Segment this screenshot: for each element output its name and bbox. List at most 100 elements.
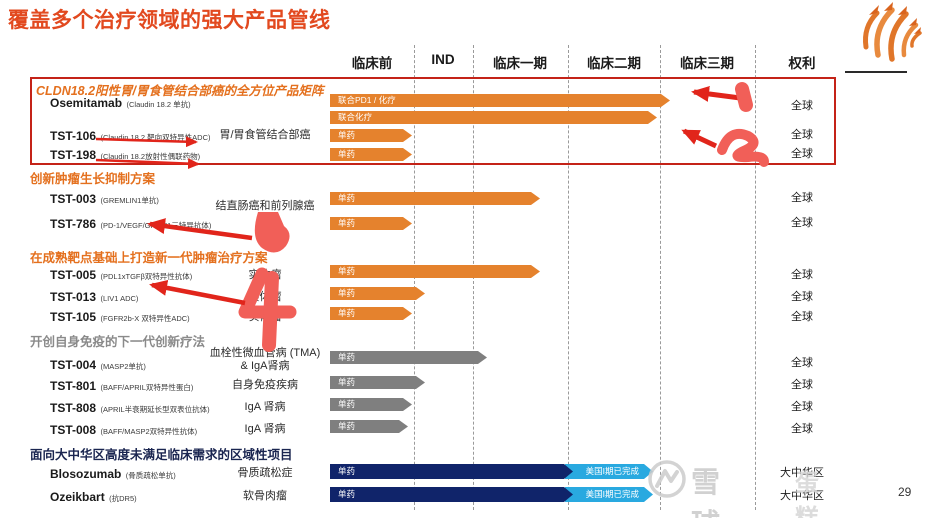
pipeline-bar-label: 美国I期已完成 <box>585 489 639 499</box>
column-header-phase1: 临床一期 <box>493 56 547 71</box>
row-tst-198: 单药 TST-198 (Claudin 18.2放射性偶联药物) 全球 <box>0 148 925 166</box>
stage-divider <box>755 45 756 510</box>
drug-subtype: (APRIL半衰期延长型双表位抗体) <box>100 405 210 414</box>
rights-value: 全球 <box>791 357 813 369</box>
rights-value: 全球 <box>791 217 813 229</box>
rights-value: 全球 <box>791 192 813 204</box>
row-tst-105: 单药 TST-105 (FGFR2b-X 双特异性ADC) 实体瘤 全球 <box>0 307 925 325</box>
rights-value: 全球 <box>791 100 813 112</box>
pipeline-bar: 单药 <box>330 217 412 230</box>
pipeline-bar: 单药 <box>330 287 425 300</box>
rights-value: 全球 <box>791 423 813 435</box>
indication-line2: & IgA肾病 <box>240 360 290 372</box>
drug-label: Ozeikbart (抗DR5) <box>50 489 137 506</box>
drug-subtype: (Claudin 18.2 靶向双特异性ADC) <box>100 133 211 142</box>
page-title: 覆盖多个治疗领域的强大产品管线 <box>8 9 331 32</box>
bar-track: 美国I期已完成 单药 <box>0 464 925 484</box>
page-number: 29 <box>898 485 912 499</box>
pipeline-bar-label: 单药 <box>338 421 356 431</box>
indication: IgA 肾病 <box>244 423 286 435</box>
indication: 骨质疏松症 <box>237 467 293 479</box>
row-tst-786: 单药 TST-786 (PD-1/VEGF/GREM1三特异抗体) 全球 <box>0 217 925 235</box>
drug-name: TST-106 <box>50 129 97 143</box>
section-title-growth-inhibition: 创新肿瘤生长抑制方案 <box>30 172 156 186</box>
rights-value: 全球 <box>791 148 813 160</box>
pipeline-bar: 美国I期已完成 <box>565 487 653 502</box>
column-header-ind: IND <box>431 52 455 67</box>
pipeline-bar-label: 单药 <box>338 489 356 499</box>
bar-track: 单药 <box>0 265 925 283</box>
bar-track: 单药 <box>0 287 925 305</box>
row-tst-801: 单药 TST-801 (BAFF/APRIL双特异性蛋白) 自身免疫疾病 全球 <box>0 376 925 394</box>
pipeline-bar-label: 美国I期已完成 <box>585 466 639 476</box>
bar-track: 单药 <box>0 217 925 235</box>
pipeline-bar: 联合化疗 <box>330 111 657 124</box>
drug-name: TST-004 <box>50 358 97 372</box>
drug-subtype: (MASP2单抗) <box>100 362 146 371</box>
indication-line1: 血栓性微血管病 (TMA) <box>209 347 321 359</box>
drug-subtype: (GREMLIN1单抗) <box>100 196 159 205</box>
bar-track: 美国I期已完成 单药 <box>0 487 925 507</box>
indication: 软骨肉瘤 <box>243 490 287 502</box>
pipeline-bar-label: 联合化疗 <box>338 112 373 122</box>
drug-label: TST-198 (Claudin 18.2放射性偶联药物) <box>50 148 200 163</box>
rights-value: 大中华区 <box>780 467 824 479</box>
row-tst-005: 单药 TST-005 (PDL1xTGFβ双特异性抗体) 实体瘤 全球 <box>0 265 925 283</box>
rights-value: 全球 <box>791 129 813 141</box>
pipeline-bar: 单药 <box>330 487 573 502</box>
bar-track: 单药 <box>0 148 925 166</box>
drug-name: TST-198 <box>50 148 97 162</box>
bar-track: 单药 <box>0 307 925 325</box>
drug-label: TST-105 (FGFR2b-X 双特异性ADC) <box>50 310 190 325</box>
drug-label: TST-801 (BAFF/APRIL双特异性蛋白) <box>50 379 193 394</box>
pipeline-bar: 单药 <box>330 129 412 142</box>
rights-value: 大中华区 <box>780 490 824 502</box>
pipeline-bar-label: 单药 <box>338 466 356 476</box>
pipeline-bar-label: 单药 <box>338 149 356 159</box>
drug-label: TST-013 (LIV1 ADC) <box>50 290 138 305</box>
drug-name: TST-105 <box>50 310 97 324</box>
indication: 血栓性微血管病 (TMA) & IgA肾病 <box>200 347 330 373</box>
drug-label: Blosozumab (骨质疏松单抗) <box>50 466 176 483</box>
row-blosozumab: 美国I期已完成 单药 Blosozumab (骨质疏松单抗) 骨质疏松症 大中华区 <box>0 464 925 484</box>
drug-subtype: (PD-1/VEGF/GREM1三特异抗体) <box>100 221 212 230</box>
drug-subtype: (抗DR5) <box>109 494 137 503</box>
pipeline-bar-label: 单药 <box>338 193 356 203</box>
drug-name: TST-005 <box>50 268 97 282</box>
drug-label: TST-003 (GREMLIN1单抗) <box>50 192 159 207</box>
drug-name: TST-801 <box>50 379 97 393</box>
bar-track: 单药 <box>0 351 925 379</box>
drug-name: Osemitamab <box>50 96 123 110</box>
drug-label: TST-106 (Claudin 18.2 靶向双特异性ADC) <box>50 129 211 144</box>
header-rule <box>845 71 907 73</box>
drug-name: TST-008 <box>50 423 97 437</box>
pipeline-bar-label: 单药 <box>338 288 356 298</box>
drug-subtype: (PDL1xTGFβ双特异性抗体) <box>100 272 193 281</box>
pipeline-bar-label: 单药 <box>338 130 356 140</box>
column-header-rights: 权利 <box>788 56 816 71</box>
indication: 结直肠癌和前列腺癌 <box>215 200 315 212</box>
drug-subtype: (BAFF/MASP2双特异性抗体) <box>100 427 198 436</box>
drug-label: Osemitamab (Claudin 18.2 单抗) <box>50 96 191 111</box>
drug-name: TST-808 <box>50 401 97 415</box>
watermark-username: 蛋糕翻翻翻 <box>795 470 820 518</box>
pipeline-bar: 单药 <box>330 192 540 205</box>
drug-subtype: (骨质疏松单抗) <box>125 471 176 480</box>
indication: 实体瘤 <box>248 291 282 303</box>
drug-label: TST-808 (APRIL半衰期延长型双表位抗体) <box>50 401 210 416</box>
rights-value: 全球 <box>791 379 813 391</box>
pipeline-bar-label: 单药 <box>338 377 356 387</box>
drug-subtype: (LIV1 ADC) <box>100 294 139 303</box>
indication: 胃/胃食管结合部癌 <box>219 129 311 141</box>
watermark-brand: 雪球 <box>691 467 723 518</box>
xueqiu-logo-icon <box>648 460 686 498</box>
bar-track: 单药 <box>0 398 925 416</box>
drug-subtype: (BAFF/APRIL双特异性蛋白) <box>100 383 194 392</box>
row-osemitamab: 联合PD1 / 化疗 联合化疗 Osemitamab (Claudin 18.2 … <box>0 94 925 128</box>
bar-track: 单药 <box>0 192 925 210</box>
drug-label: TST-786 (PD-1/VEGF/GREM1三特异抗体) <box>50 217 211 232</box>
pipeline-bar-label: 单药 <box>338 352 356 362</box>
bar-track: 单药 <box>0 420 925 438</box>
stage-divider <box>660 45 661 510</box>
pipeline-bar-label: 联合PD1 / 化疗 <box>338 95 396 105</box>
